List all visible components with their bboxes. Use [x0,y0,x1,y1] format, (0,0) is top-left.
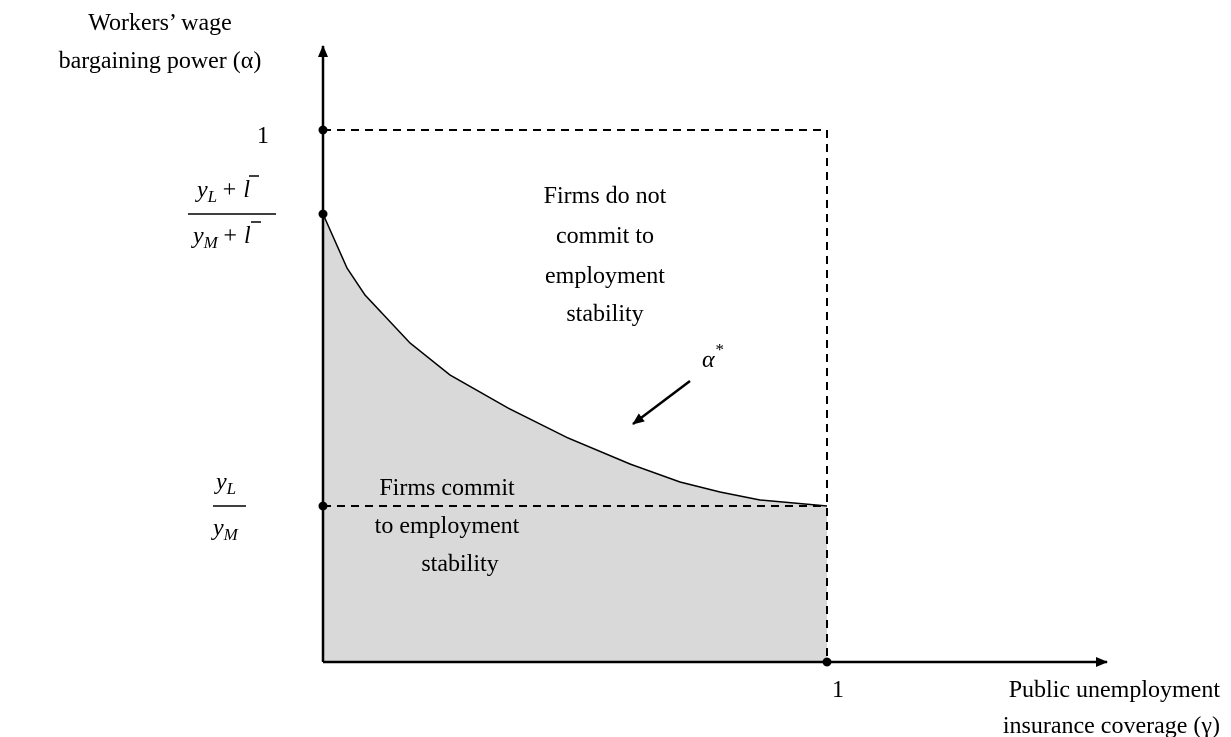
region-label: employment [545,263,665,289]
region-label: stability [566,301,643,327]
alpha-star-curve [322,213,828,507]
region-label: to employment [375,513,520,539]
commit-region [323,214,827,662]
points [318,125,832,667]
y-tick-label: yM [211,515,239,544]
y-tick-label: yL + l [195,177,250,206]
region-label: Firms do not [544,183,667,209]
y-axis-label: Workers’ wage [88,10,232,36]
region-label: Firms commit [379,475,515,501]
region-label: stability [421,551,498,577]
curve-pointer [632,380,691,425]
x-axis-label: Public unemployment [1009,677,1221,703]
x-tick-label: 1 [832,677,844,703]
y-tick-label: 1 [257,123,269,149]
region-label: commit to [556,223,654,249]
y-axis-label: bargaining power (α) [59,48,262,74]
y-tick-label: yL [214,469,236,498]
y-tick-label: yM + l [191,223,251,252]
x-axis-label: insurance coverage (γ) [1003,713,1220,737]
dashed-bounds [323,129,828,662]
curve-label: α* [702,340,724,373]
